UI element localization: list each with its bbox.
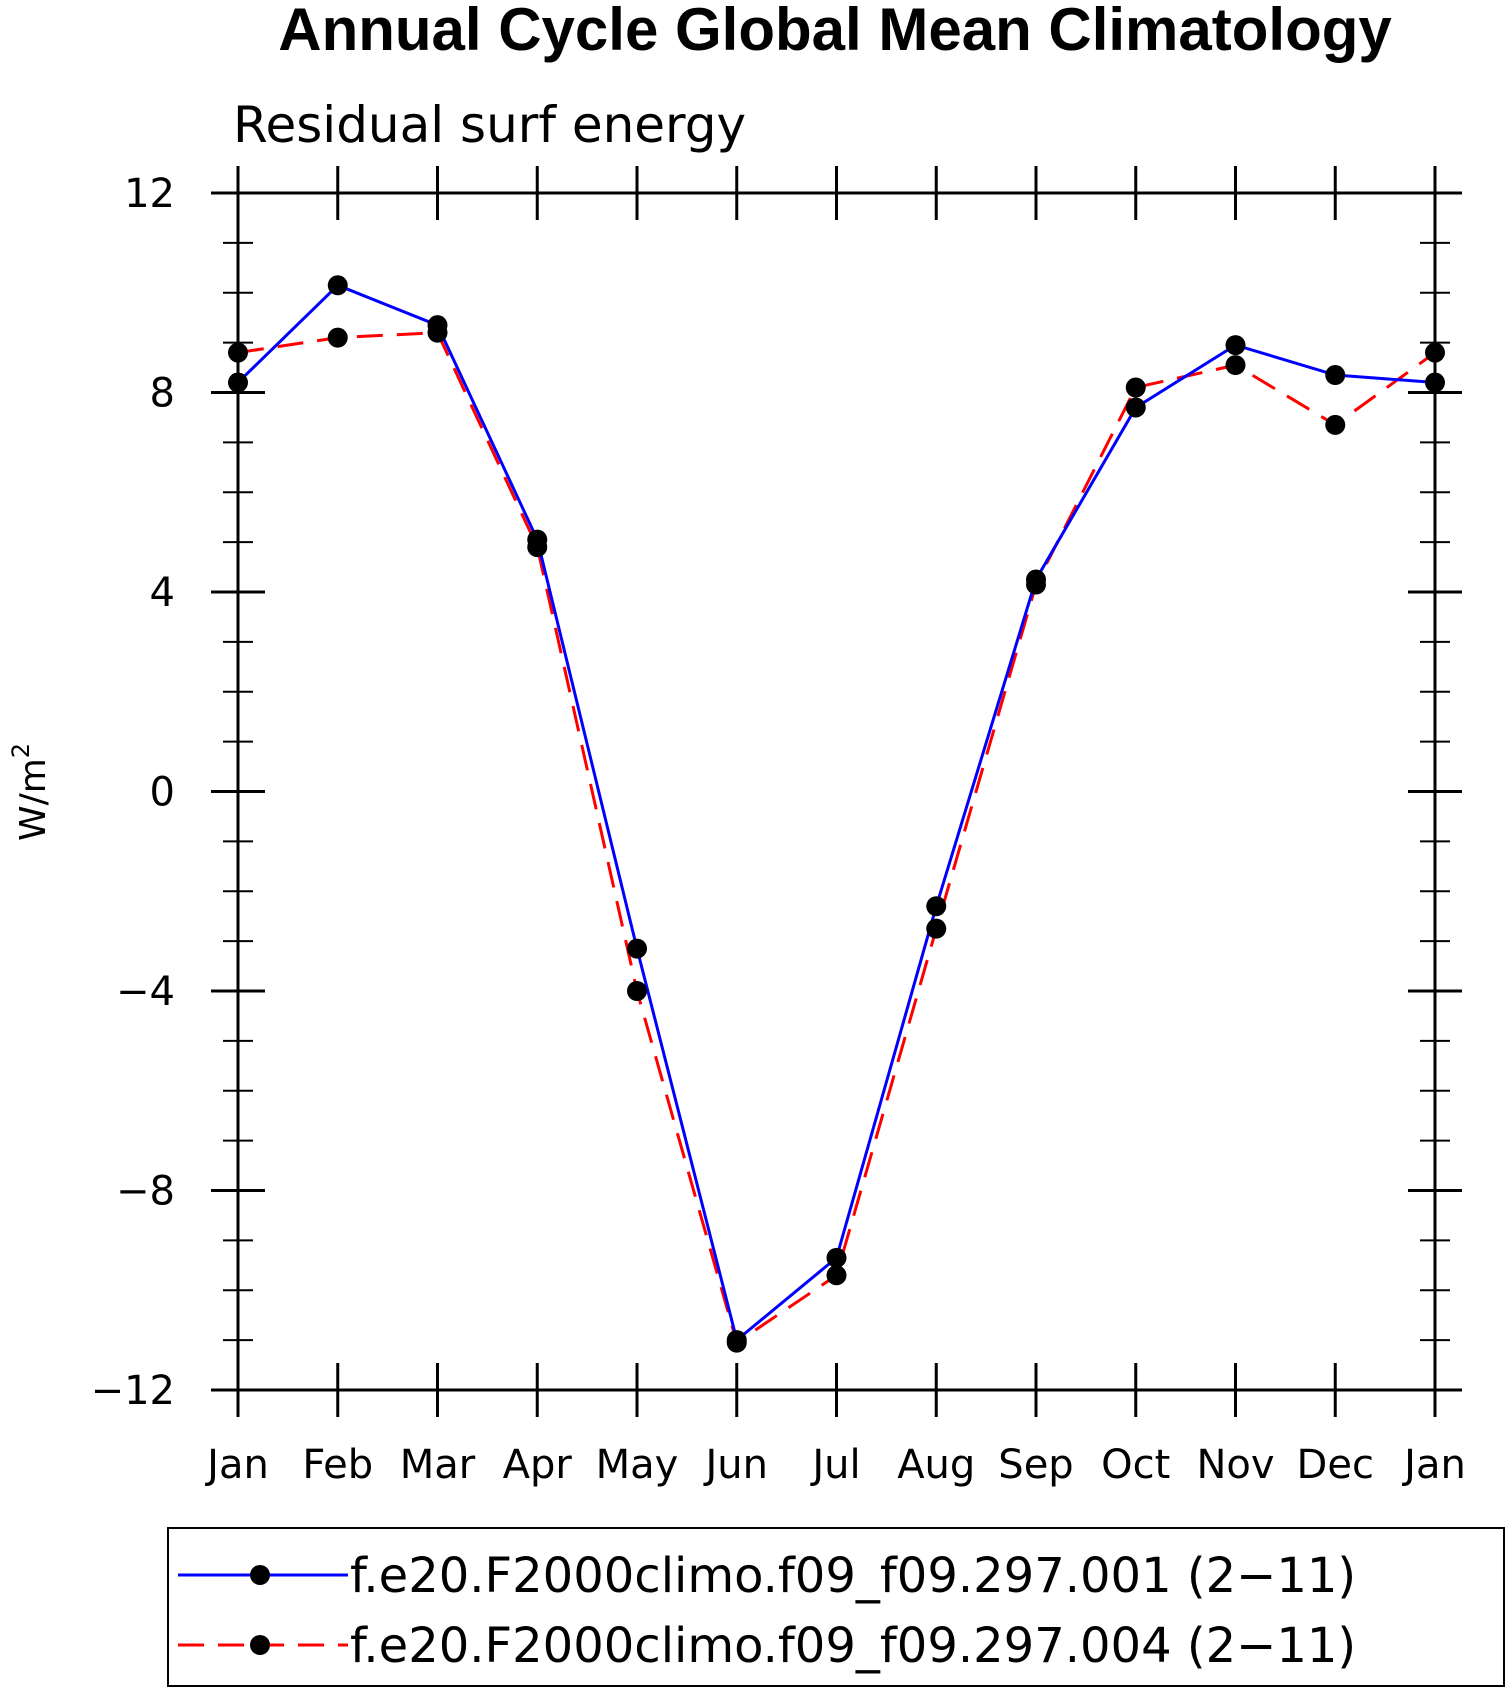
chart-subtitle: Residual surf energy [233,96,746,154]
series-2-point [1225,355,1246,376]
y-axis-label-text: W/m [13,758,54,841]
series-1-point [1125,397,1146,418]
series-1-point [926,896,947,917]
series-2-point [1425,342,1445,363]
x-tick-label: Dec [1297,1442,1374,1488]
x-tick-label: Jan [204,1442,269,1488]
series-1-point [1325,365,1346,386]
series-2-point [826,1265,847,1286]
series-lines [236,283,1436,1346]
series-2-point [926,918,947,939]
series-2-point [327,327,348,348]
plot-frame [236,191,1437,1392]
axis-ticks [211,166,1462,1417]
y-tick-label: 8 [150,371,175,417]
series-2-point [627,981,647,1001]
legend-box [167,1527,1505,1687]
y-tick-label: 0 [150,770,175,816]
x-tick-label: Aug [897,1442,975,1488]
y-tick-label: −12 [91,1368,175,1414]
x-tick-label: Sep [998,1442,1073,1488]
series-1-point [228,372,248,393]
series-1-point [826,1247,847,1268]
series-2-point [427,322,448,343]
x-tick-label: Jun [703,1442,769,1488]
legend-label-1: f.e20.F2000climo.f09_f09.297.001 (2−11) [350,1548,1356,1604]
series-1-point [327,275,348,296]
series-1-point [627,938,647,959]
y-axis-label: W/m2 [7,743,54,841]
series-2-point [527,537,548,558]
x-tick-label: Mar [400,1442,476,1488]
x-tick-label: Apr [503,1442,573,1488]
series-line-1 [236,283,1436,1343]
series-markers [228,275,1445,1353]
series-2-point [1325,414,1346,435]
y-tick-label: −8 [116,1169,175,1215]
axis-tick-labels: Jan Feb Mar Apr May Jun Jul Aug Sep Oct Nov Dec Jan 1… [91,171,1466,1488]
y-axis-label-superscript: 2 [7,743,35,758]
legend-marker-1 [250,1565,270,1585]
series-2-point [228,342,248,363]
svg-text:W/m2: W/m2 [7,743,54,841]
y-tick-label: −4 [116,969,175,1015]
legend-marker-2 [250,1635,270,1655]
legend: f.e20.F2000climo.f09_f09.297.001 (2−11) f… [167,1527,1505,1687]
series-1-point [1425,372,1445,393]
x-tick-label: May [596,1442,679,1488]
x-tick-label: Jan [1401,1442,1466,1488]
y-tick-label: 4 [150,570,175,616]
x-tick-label: Nov [1196,1442,1274,1488]
series-line-2 [237,331,1436,1346]
y-tick-label: 12 [124,171,175,217]
x-tick-label: Oct [1101,1442,1170,1488]
series-1-point [1225,335,1246,356]
x-tick-label: Jul [809,1442,860,1488]
series-2-point [1125,377,1146,398]
series-2-point [726,1332,747,1353]
chart-title: Annual Cycle Global Mean Climatology [278,0,1392,63]
x-tick-label: Feb [302,1442,373,1488]
legend-label-2: f.e20.F2000climo.f09_f09.297.004 (2−11) [350,1618,1356,1674]
series-2-point [1026,574,1046,595]
